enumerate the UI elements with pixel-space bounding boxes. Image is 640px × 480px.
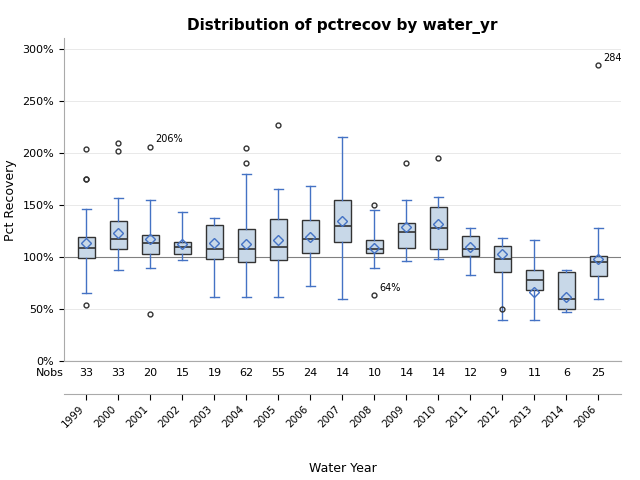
- Y-axis label: Pct Recovery: Pct Recovery: [4, 159, 17, 240]
- Text: Nobs: Nobs: [36, 368, 64, 378]
- Title: Distribution of pctrecov by water_yr: Distribution of pctrecov by water_yr: [187, 18, 498, 34]
- PathPatch shape: [365, 240, 383, 253]
- Text: 25: 25: [591, 368, 605, 378]
- Text: 62: 62: [239, 368, 253, 378]
- PathPatch shape: [461, 236, 479, 256]
- Text: 19: 19: [207, 368, 221, 378]
- Text: 14: 14: [431, 368, 445, 378]
- Text: 14: 14: [335, 368, 349, 378]
- Text: 6: 6: [563, 368, 570, 378]
- PathPatch shape: [141, 235, 159, 254]
- PathPatch shape: [173, 241, 191, 254]
- PathPatch shape: [429, 207, 447, 249]
- PathPatch shape: [525, 270, 543, 290]
- PathPatch shape: [589, 256, 607, 276]
- PathPatch shape: [397, 223, 415, 248]
- Text: 9: 9: [499, 368, 506, 378]
- Text: Water Year: Water Year: [308, 462, 376, 475]
- Text: 33: 33: [111, 368, 125, 378]
- Text: 206%: 206%: [155, 133, 183, 144]
- Text: 24: 24: [303, 368, 317, 378]
- Text: 11: 11: [527, 368, 541, 378]
- PathPatch shape: [493, 246, 511, 272]
- Text: 284: 284: [603, 53, 621, 63]
- Text: 10: 10: [367, 368, 381, 378]
- PathPatch shape: [109, 221, 127, 249]
- PathPatch shape: [557, 272, 575, 309]
- Text: 55: 55: [271, 368, 285, 378]
- PathPatch shape: [237, 229, 255, 263]
- PathPatch shape: [77, 237, 95, 258]
- Text: 33: 33: [79, 368, 93, 378]
- Text: 20: 20: [143, 368, 157, 378]
- Text: 64%: 64%: [380, 283, 401, 293]
- Text: 12: 12: [463, 368, 477, 378]
- Text: 15: 15: [175, 368, 189, 378]
- Text: 14: 14: [399, 368, 413, 378]
- PathPatch shape: [205, 225, 223, 259]
- PathPatch shape: [333, 200, 351, 241]
- PathPatch shape: [269, 218, 287, 260]
- PathPatch shape: [301, 220, 319, 253]
